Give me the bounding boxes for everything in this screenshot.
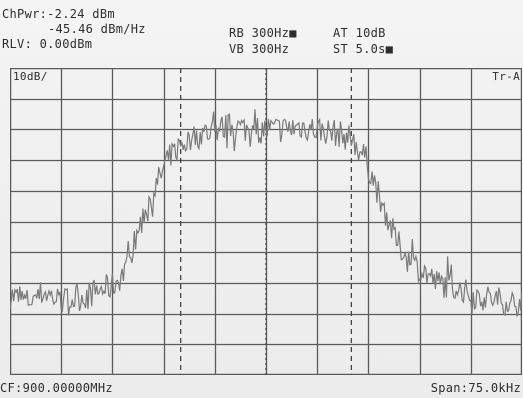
span-readout: Span:75.0kHz: [430, 381, 521, 395]
spectrum-plot: 10dB/ Tr-A: [10, 68, 522, 375]
rbw-readout: RB 300Hz■: [229, 26, 297, 40]
channel-power-readout: ChPwr:-2.24 dBm: [2, 7, 115, 21]
spectrum-plot-svg: [10, 68, 522, 375]
vbw-readout: VB 300Hz: [229, 42, 290, 56]
attenuation-readout: AT 10dB: [333, 26, 386, 40]
power-density-readout: -45.46 dBm/Hz: [48, 22, 146, 36]
reference-level-readout: RLV: 0.00dBm: [2, 37, 93, 51]
center-frequency-readout: CF:900.00000MHz: [0, 381, 113, 395]
scale-label: 10dB/: [13, 70, 48, 84]
trace-label: Tr-A: [492, 70, 520, 84]
graticule: [10, 68, 522, 375]
sweep-time-readout: ST 5.0s■: [333, 42, 394, 56]
channel-markers: [180, 68, 352, 375]
spectrum-trace: [10, 109, 522, 317]
